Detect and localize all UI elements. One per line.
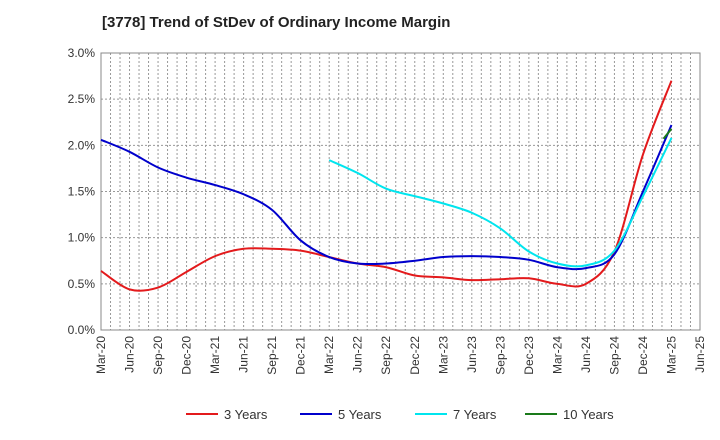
y-tick-label: 3.0% xyxy=(68,46,96,60)
y-tick-label: 0.5% xyxy=(68,277,96,291)
legend-label: 7 Years xyxy=(453,407,497,422)
plot-border xyxy=(100,52,701,331)
x-tick-label: Sep-21 xyxy=(265,336,279,375)
x-tick-label: Mar-24 xyxy=(550,336,564,374)
x-tick-label: Dec-21 xyxy=(294,336,308,375)
x-tick-label: Dec-23 xyxy=(522,336,536,375)
x-tick-label: Sep-20 xyxy=(151,336,165,375)
series-line-7-years xyxy=(328,137,673,268)
x-tick-label: Sep-24 xyxy=(607,336,621,375)
x-tick-label: Mar-22 xyxy=(322,336,336,374)
y-tick-label: 1.0% xyxy=(68,231,96,245)
x-tick-label: Dec-24 xyxy=(636,336,650,375)
x-tick-label: Sep-22 xyxy=(379,336,393,375)
x-tick-label: Jun-25 xyxy=(693,336,707,373)
legend-label: 3 Years xyxy=(224,407,268,422)
x-tick-label: Jun-22 xyxy=(351,336,365,373)
x-tick-label: Jun-23 xyxy=(465,336,479,373)
series-line-3-years xyxy=(100,80,673,292)
grid xyxy=(100,52,701,331)
x-tick-label: Jun-24 xyxy=(579,336,593,373)
x-tick-label: Mar-20 xyxy=(94,336,108,374)
x-tick-label: Dec-20 xyxy=(180,336,194,375)
legend: 3 Years 5 Years 7 Years 10 Years xyxy=(186,407,614,422)
y-tick-label: 2.5% xyxy=(68,92,96,106)
chart-title: [3778] Trend of StDev of Ordinary Income… xyxy=(102,14,451,31)
x-tick-label: Mar-25 xyxy=(664,336,678,374)
plot-area xyxy=(101,53,700,330)
y-tick-label: 1.5% xyxy=(68,185,96,199)
x-tick-label: Mar-21 xyxy=(208,336,222,374)
y-tick-label: 0.0% xyxy=(68,323,96,337)
x-tick-label: Jun-20 xyxy=(123,336,137,373)
legend-label: 5 Years xyxy=(338,407,382,422)
series-line-5-years xyxy=(100,124,673,271)
series-lines xyxy=(100,80,673,292)
legend-label: 10 Years xyxy=(563,407,614,422)
series-line-10-years xyxy=(662,128,673,140)
x-tick-label: Mar-23 xyxy=(436,336,450,374)
x-tick-label: Dec-22 xyxy=(408,336,422,375)
y-tick-label: 2.0% xyxy=(68,138,96,152)
x-tick-label: Sep-23 xyxy=(493,336,507,375)
x-tick-label: Jun-21 xyxy=(237,336,251,373)
axes: 0.0% 0.5% 1.0% 1.5% 2.0% 2.5% 3.0% Mar-20 Jun-20… xyxy=(68,46,707,375)
